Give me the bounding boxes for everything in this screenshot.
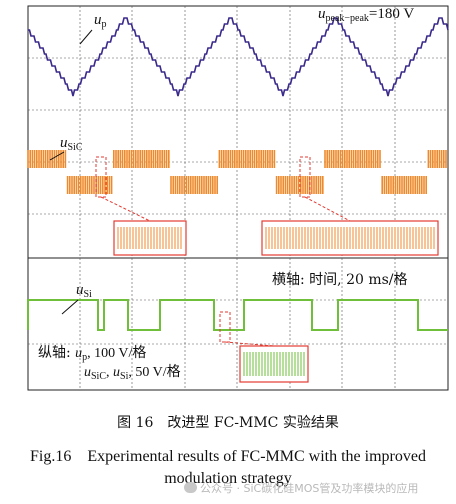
caption-chinese: 图 16 改进型 FC-MMC 实验结果: [117, 415, 339, 431]
vertical-axis-note-line2: uSiC, uSi, 50 V/格: [84, 365, 181, 382]
usi-zoom-callout: [224, 341, 275, 347]
usic-zoom-left-box: [113, 220, 187, 256]
usic-zoom-left-detail: [117, 227, 182, 249]
usic-zoom-left-callout: [100, 196, 151, 222]
caption-english: Fig.16 Experimental results of FC-MMC wi…: [30, 448, 426, 487]
peak-to-peak-annotation: upeak−peak=180 V: [318, 6, 415, 24]
usi-trace: [27, 299, 448, 331]
usic-zoom-right-detail: [265, 227, 435, 249]
oscilloscope-figure: up upeak−peak=180 V uSiC 横轴: 时间, 20 ms/格…: [27, 5, 449, 391]
wechat-logo-icon: [184, 482, 197, 493]
up-trace: [28, 17, 449, 97]
up-label: up: [94, 12, 107, 30]
usi-label-arrow: [61, 299, 79, 315]
horizontal-axis-note: 横轴: 时间, 20 ms/格: [272, 272, 408, 288]
usic-trace: [27, 150, 447, 194]
watermark: 公众号 · SiC碳化硅MOS管及功率模块的应用: [184, 480, 418, 496]
usic-zoom-right-callout: [304, 196, 351, 222]
up-label-arrow: [79, 29, 93, 45]
oscilloscope-svg: [27, 5, 449, 391]
usi-zoom-source-marker: [219, 311, 231, 343]
usi-label: uSi: [76, 282, 92, 300]
usi-zoom-detail: [243, 352, 305, 376]
usic-label: uSiC: [60, 135, 83, 153]
vertical-axis-note-line1: 纵轴: up, 100 V/格: [38, 345, 147, 363]
plot-frame: [27, 5, 449, 391]
usic-label-arrow: [49, 151, 65, 161]
